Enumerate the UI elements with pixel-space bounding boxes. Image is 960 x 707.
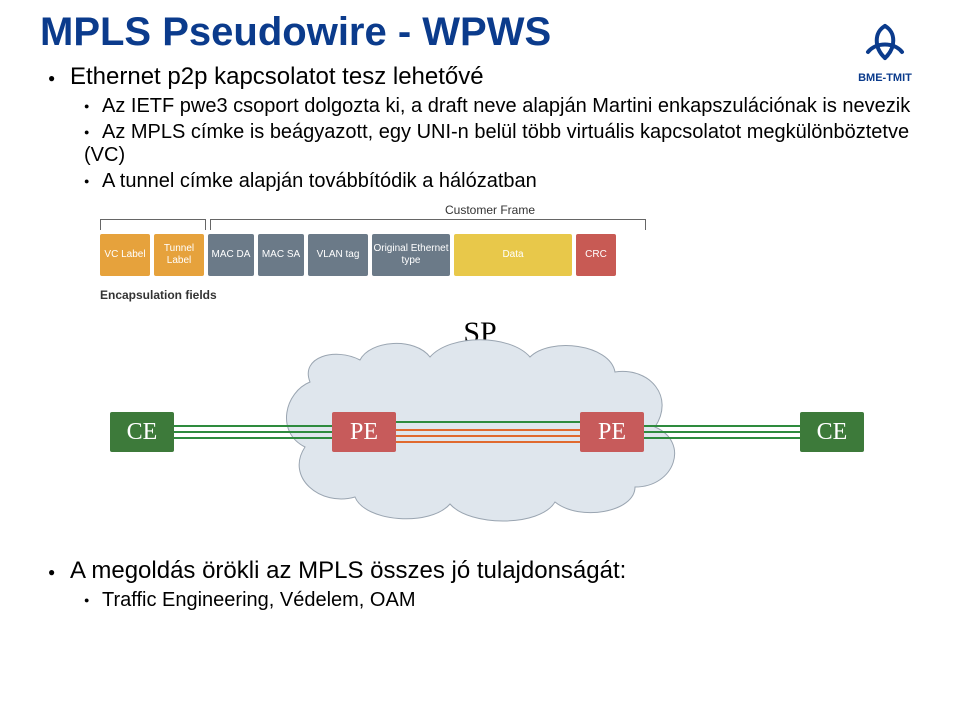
frame-row: VC LabelTunnel LabelMAC DAMAC SAVLAN tag…	[100, 234, 660, 276]
frame-field-7: CRC	[576, 234, 616, 276]
frame-field-3: MAC SA	[258, 234, 304, 276]
sub-bullet-list: Az IETF pwe3 csoport dolgozta ki, a draf…	[84, 95, 920, 193]
node-ce-left: CE	[110, 412, 174, 452]
frame-field-5: Original Ethernet type	[372, 234, 450, 276]
logo: BME-TMIT	[845, 18, 925, 84]
encap-fields-label: Encapsulation fields	[100, 288, 660, 302]
frame-field-0: VC Label	[100, 234, 150, 276]
brace-customer	[210, 219, 646, 230]
logo-caption: BME-TMIT	[845, 72, 925, 84]
logo-icon	[854, 18, 916, 70]
bullet-bottom-1: A megoldás örökli az MPLS összes jó tula…	[48, 557, 920, 585]
brace-row	[100, 219, 660, 231]
bullet-list-bottom: A megoldás örökli az MPLS összes jó tula…	[40, 557, 920, 612]
bullet-top-1: Ethernet p2p kapcsolatot tesz lehetővé	[48, 63, 920, 91]
node-pe-right: PE	[580, 412, 644, 452]
frame-field-6: Data	[454, 234, 572, 276]
node-pe-left: PE	[332, 412, 396, 452]
page-title: MPLS Pseudowire - WPWS	[40, 10, 920, 55]
sub-bullet-3: A tunnel címke alapján továbbítódik a há…	[84, 170, 920, 193]
network-diagram: SP CE PE PE CE	[100, 322, 860, 542]
sub-bullet-2: Az MPLS címke is beágyazott, egy UNI-n b…	[84, 121, 920, 167]
frame-field-1: Tunnel Label	[154, 234, 204, 276]
customer-frame-label: Customer Frame	[320, 203, 660, 217]
bullet-list-top: Ethernet p2p kapcsolatot tesz lehetővé A…	[48, 63, 920, 193]
slide: BME-TMIT MPLS Pseudowire - WPWS Ethernet…	[0, 0, 960, 707]
frame-field-4: VLAN tag	[308, 234, 368, 276]
sub-bullet-1: Az IETF pwe3 csoport dolgozta ki, a draf…	[84, 95, 920, 118]
node-ce-right: CE	[800, 412, 864, 452]
brace-encap	[100, 219, 206, 230]
frame-diagram: Customer Frame VC LabelTunnel LabelMAC D…	[100, 203, 660, 302]
frame-field-2: MAC DA	[208, 234, 254, 276]
link-ce-pe-left	[174, 425, 332, 439]
sub-bullet-bottom-1: Traffic Engineering, Védelem, OAM	[84, 589, 920, 612]
link-pe-ce-right	[644, 425, 802, 439]
link-pe-pe	[394, 421, 582, 443]
